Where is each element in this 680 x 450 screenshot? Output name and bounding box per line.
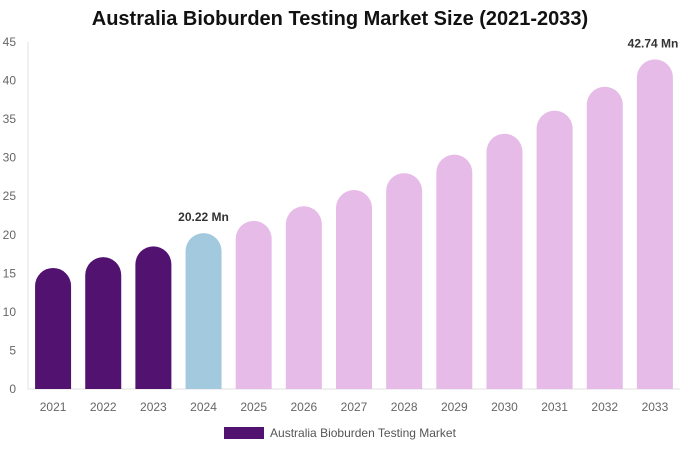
y-tick-label: 35 (3, 112, 17, 126)
x-tick-label: 2031 (541, 400, 568, 414)
bar-2031 (536, 110, 573, 389)
bar-2033 (636, 59, 673, 389)
y-tick-label: 40 (3, 74, 17, 88)
bar-2029 (436, 154, 473, 389)
bar-2025 (235, 220, 272, 389)
x-tick-label: 2029 (441, 400, 468, 414)
y-tick-label: 25 (3, 189, 17, 203)
y-tick-label: 10 (3, 305, 17, 319)
x-tick-label: 2021 (40, 400, 67, 414)
x-tick-label: 2030 (491, 400, 518, 414)
x-tick-label: 2028 (391, 400, 418, 414)
x-tick-label: 2032 (591, 400, 618, 414)
y-tick-label: 0 (9, 382, 16, 396)
legend: Australia Bioburden Testing Market (0, 426, 680, 440)
legend-label: Australia Bioburden Testing Market (270, 426, 456, 440)
y-tick-label: 30 (3, 151, 17, 165)
bar-2028 (386, 173, 423, 389)
bar-2021 (35, 267, 72, 389)
data-label: 20.22 Mn (178, 210, 229, 224)
y-tick-label: 20 (3, 228, 17, 242)
bar-2023 (135, 246, 172, 389)
x-tick-label: 2027 (341, 400, 368, 414)
y-tick-label: 45 (3, 35, 17, 49)
x-tick-label: 2024 (190, 400, 217, 414)
data-label: 42.74 Mn (628, 36, 679, 50)
chart-title: Australia Bioburden Testing Market Size … (91, 8, 589, 30)
x-tick-label: 2025 (240, 400, 267, 414)
bar-2026 (285, 206, 322, 389)
x-tick-label: 2023 (140, 400, 167, 414)
x-tick-label: 2022 (90, 400, 117, 414)
bar-2030 (486, 133, 523, 389)
x-tick-label: 2026 (290, 400, 317, 414)
bar-2032 (586, 86, 623, 390)
bar-2024 (185, 233, 222, 389)
legend-swatch (224, 427, 265, 439)
y-tick-label: 15 (3, 266, 17, 280)
bar-2027 (336, 190, 372, 389)
bar-2022 (85, 257, 122, 389)
x-tick-label: 2033 (642, 400, 669, 414)
y-tick-label: 5 (9, 343, 16, 357)
